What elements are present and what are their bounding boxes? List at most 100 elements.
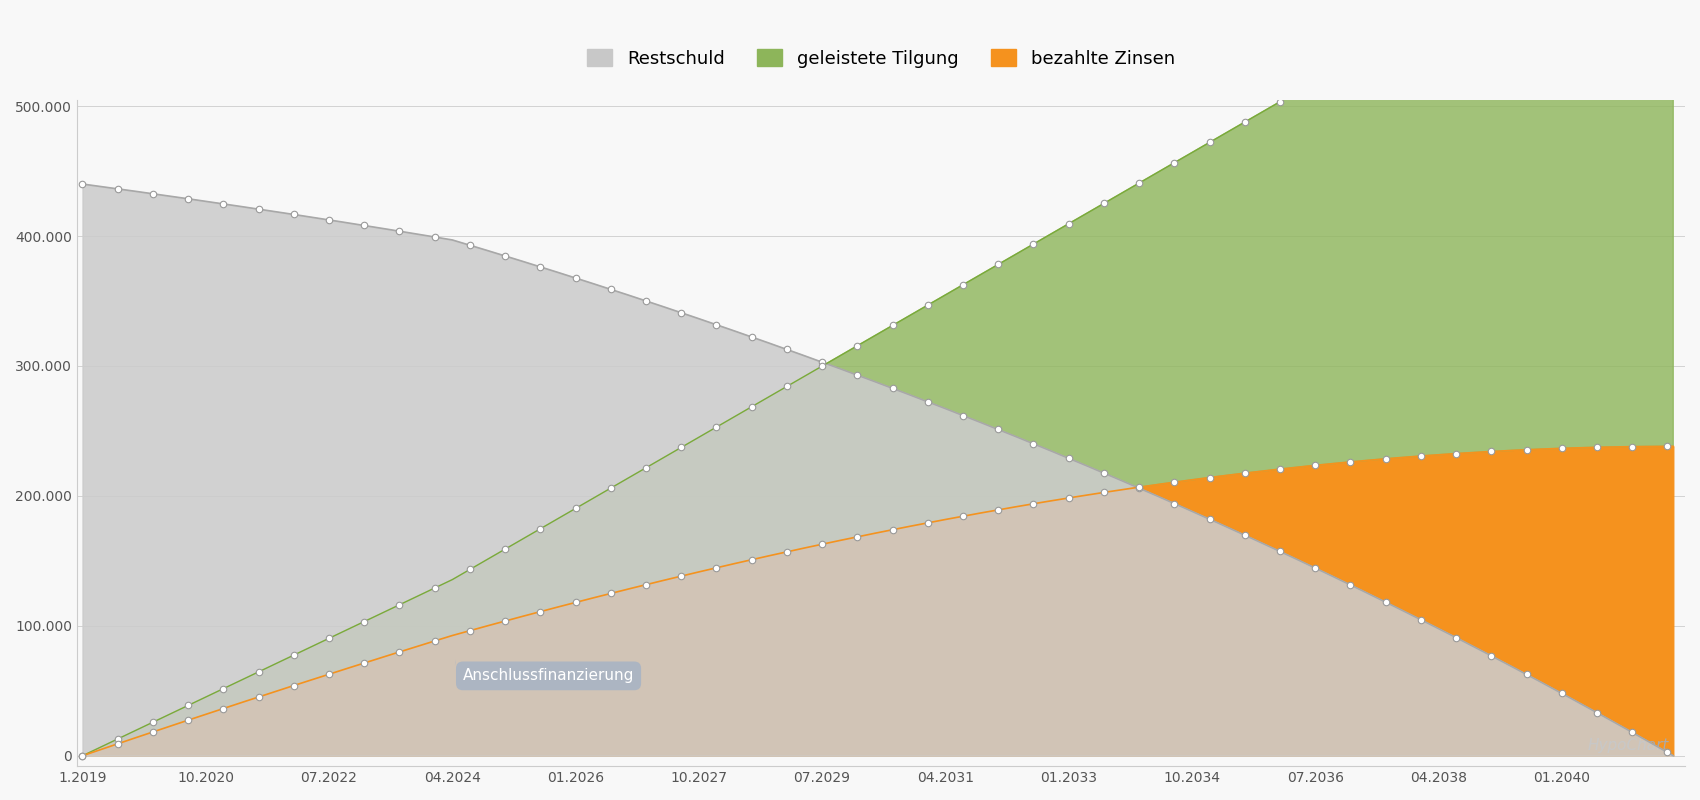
- Point: [597, 482, 624, 494]
- Point: [1302, 562, 1329, 574]
- Point: [527, 261, 554, 274]
- Point: [491, 542, 518, 555]
- Point: [70, 178, 97, 190]
- Point: [1090, 466, 1117, 479]
- Point: [809, 356, 836, 369]
- Point: [175, 699, 202, 712]
- Point: [1231, 466, 1258, 479]
- Legend: Restschuld, geleistete Tilgung, bezahlte Zinsen: Restschuld, geleistete Tilgung, bezahlte…: [580, 42, 1182, 75]
- Point: [949, 409, 976, 422]
- Point: [491, 250, 518, 262]
- Point: [915, 395, 942, 408]
- Point: [1443, 447, 1470, 460]
- Point: [1549, 687, 1576, 700]
- Point: [1020, 438, 1047, 450]
- Point: [809, 360, 836, 373]
- Point: [456, 624, 483, 637]
- Point: [668, 306, 695, 319]
- Point: [245, 690, 272, 703]
- Point: [774, 343, 801, 356]
- Point: [702, 421, 729, 434]
- Point: [1195, 136, 1222, 149]
- Point: [1266, 462, 1294, 475]
- Point: [1090, 197, 1117, 210]
- Point: [139, 716, 167, 729]
- Point: [597, 283, 624, 296]
- Point: [1583, 706, 1610, 719]
- Point: [422, 634, 449, 647]
- Point: [597, 587, 624, 600]
- Point: [139, 187, 167, 200]
- Point: [984, 258, 1012, 271]
- Point: [1372, 34, 1399, 47]
- Point: [774, 546, 801, 558]
- Point: [702, 318, 729, 331]
- Point: [1549, 442, 1576, 454]
- Point: [1125, 482, 1153, 494]
- Point: [1372, 596, 1399, 609]
- Point: [1056, 491, 1083, 504]
- Point: [1266, 545, 1294, 558]
- Point: [984, 423, 1012, 436]
- Point: [316, 214, 343, 226]
- Point: [1408, 14, 1435, 26]
- Point: [1513, 668, 1540, 681]
- Point: [245, 202, 272, 215]
- Point: [1443, 0, 1470, 6]
- Point: [1443, 631, 1470, 644]
- Point: [702, 562, 729, 574]
- Point: [632, 578, 660, 591]
- Point: [209, 198, 236, 210]
- Point: [1336, 578, 1363, 591]
- Point: [527, 606, 554, 618]
- Point: [949, 278, 976, 291]
- Point: [1161, 497, 1188, 510]
- Point: [915, 298, 942, 311]
- Point: [738, 400, 765, 413]
- Point: [738, 330, 765, 343]
- Point: [1195, 513, 1222, 526]
- Point: [104, 182, 131, 195]
- Point: [1336, 54, 1363, 67]
- Point: [1618, 726, 1646, 738]
- Point: [280, 649, 308, 662]
- Point: [843, 369, 870, 382]
- Point: [386, 646, 413, 658]
- Point: [316, 668, 343, 681]
- Point: [1654, 746, 1681, 758]
- Point: [245, 666, 272, 678]
- Point: [70, 750, 97, 762]
- Point: [70, 750, 97, 762]
- Point: [386, 598, 413, 611]
- Point: [879, 382, 906, 394]
- Point: [879, 319, 906, 332]
- Point: [175, 714, 202, 726]
- Text: Anschlussfinanzierung: Anschlussfinanzierung: [456, 660, 634, 683]
- Point: [1056, 452, 1083, 465]
- Point: [280, 679, 308, 692]
- Point: [668, 441, 695, 454]
- Point: [632, 462, 660, 474]
- Point: [1513, 443, 1540, 456]
- Point: [1302, 75, 1329, 88]
- Point: [1125, 481, 1153, 494]
- Point: [209, 682, 236, 695]
- Point: [1372, 453, 1399, 466]
- Point: [1231, 529, 1258, 542]
- Point: [632, 294, 660, 307]
- Point: [456, 563, 483, 576]
- Point: [563, 502, 590, 515]
- Point: [1266, 95, 1294, 108]
- Point: [1477, 650, 1504, 662]
- Point: [738, 554, 765, 566]
- Point: [774, 380, 801, 393]
- Point: [1618, 440, 1646, 453]
- Point: [104, 738, 131, 750]
- Point: [563, 596, 590, 609]
- Point: [1020, 498, 1047, 510]
- Text: HypoChart: HypoChart: [1588, 738, 1669, 753]
- Point: [104, 733, 131, 746]
- Point: [209, 702, 236, 715]
- Point: [1408, 614, 1435, 626]
- Point: [1408, 450, 1435, 462]
